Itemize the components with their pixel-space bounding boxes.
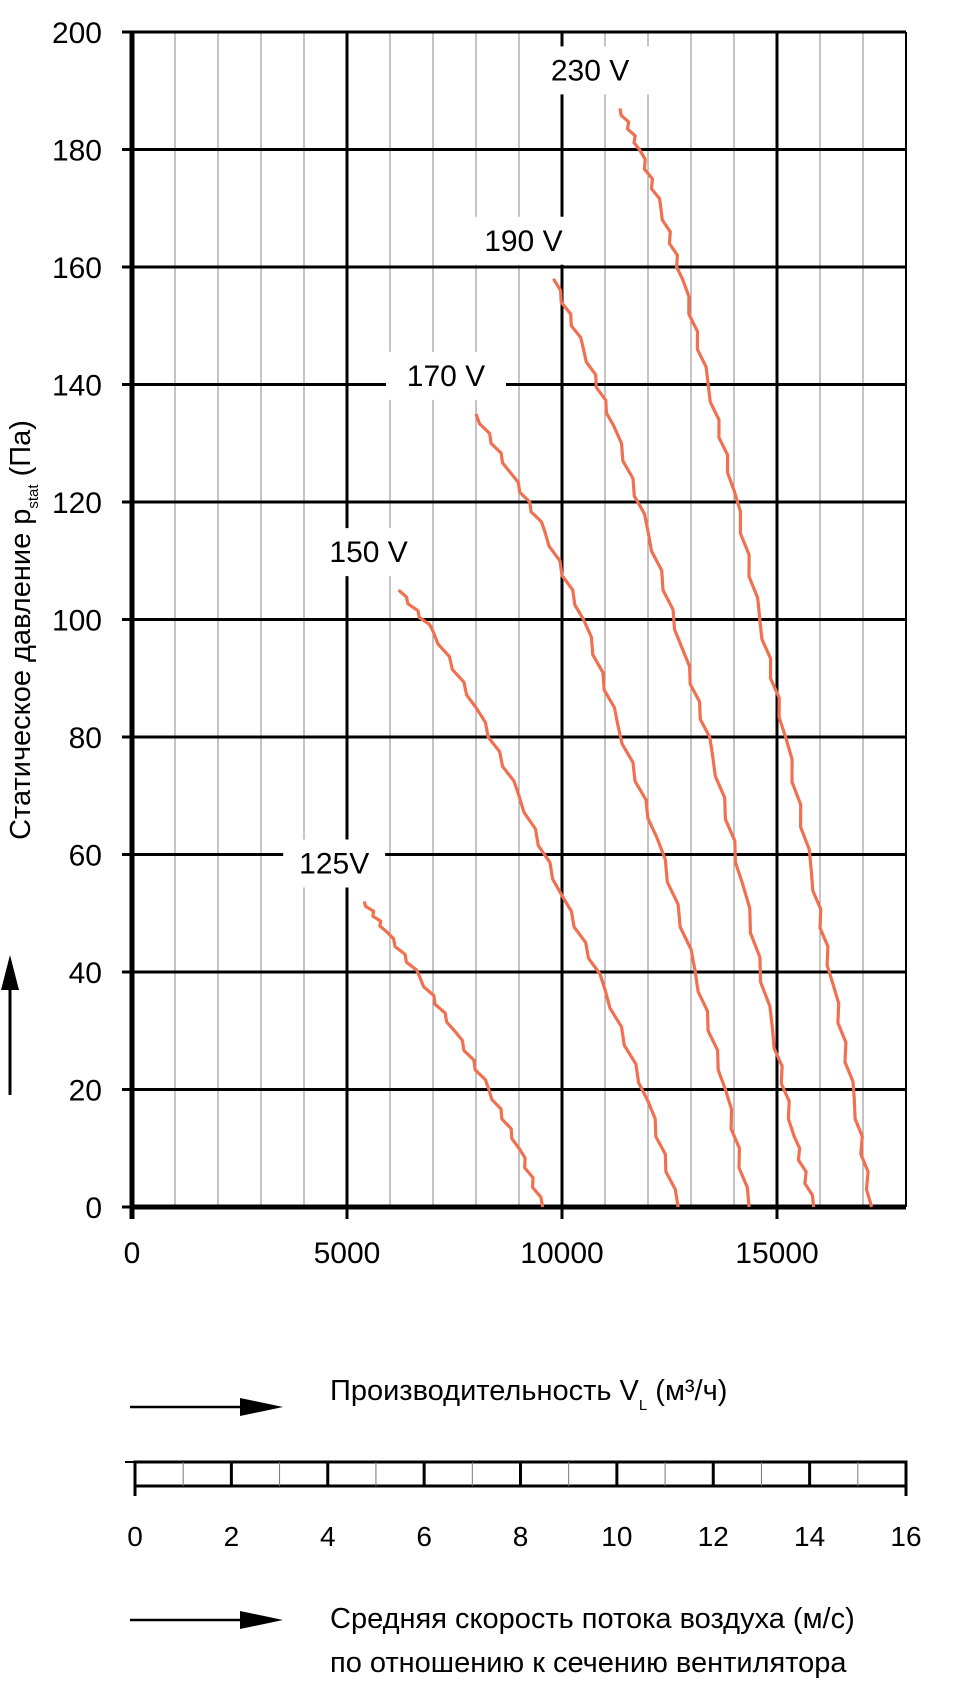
x-axis-arrow xyxy=(130,1398,283,1416)
y-tick-label: 0 xyxy=(85,1192,102,1225)
speed-label-line2: по отношению к сечению вентилятора xyxy=(330,1647,847,1679)
x-tick-label: 10000 xyxy=(520,1237,603,1270)
speed-tick-label: 4 xyxy=(320,1521,336,1552)
y-tick-label: 60 xyxy=(69,840,102,873)
speed-tick-label: 12 xyxy=(698,1521,729,1552)
series-label: 125V xyxy=(299,848,369,881)
y-tick-label: 160 xyxy=(52,252,102,285)
series-label: 230 V xyxy=(551,54,629,87)
speed-tick-label: 8 xyxy=(513,1521,529,1552)
y-tick-label: 80 xyxy=(69,722,102,755)
y-axis-title: Статическое давление pstat (Па) xyxy=(5,420,42,840)
speed-tick-label: 16 xyxy=(890,1521,921,1552)
y-tick-labels: 0 20 40 60 80 100 120 140 160 180 200 xyxy=(52,17,102,1225)
speed-tick-label: 0 xyxy=(127,1521,143,1552)
series-line xyxy=(474,413,751,1208)
series-label: 190 V xyxy=(484,225,562,258)
speed-label-line1: Средняя скорость потока воздуха (м/с) xyxy=(330,1603,855,1635)
y-tick-label: 40 xyxy=(69,957,102,990)
series-line xyxy=(397,588,680,1208)
y-tick-label: 20 xyxy=(69,1075,102,1108)
plot-frame xyxy=(122,30,907,1219)
speed-tick-label: 6 xyxy=(416,1521,432,1552)
series-label-background xyxy=(386,351,506,400)
speed-tick-label: 10 xyxy=(601,1521,632,1552)
series-line xyxy=(618,108,874,1208)
major-grid xyxy=(132,30,906,1207)
x-tick-labels: 0 5000 10000 15000 xyxy=(124,1237,819,1270)
series-line xyxy=(552,277,816,1208)
y-tick-label: 180 xyxy=(52,135,102,168)
series-label: 170 V xyxy=(407,360,485,393)
y-tick-label: 200 xyxy=(52,17,102,50)
series-label-background xyxy=(283,839,386,888)
speed-tick-label: 2 xyxy=(224,1521,240,1552)
y-tick-label: 100 xyxy=(52,605,102,638)
x-tick-label: 5000 xyxy=(314,1237,381,1270)
series-label-background xyxy=(308,528,429,577)
series-labels: 125V 150 V 170 V 190 V 230 V xyxy=(283,46,651,888)
x-axis-title: Производительность VL (м³/ч) xyxy=(330,1375,727,1414)
speed-arrow xyxy=(130,1611,283,1629)
series-line xyxy=(362,901,545,1208)
speed-tick-label: 14 xyxy=(794,1521,825,1552)
y-tick-label: 120 xyxy=(52,487,102,520)
x-tick-label: 0 xyxy=(124,1237,141,1270)
series-label-background xyxy=(530,46,651,95)
x-tick-label: 15000 xyxy=(735,1237,818,1270)
y-tick-label: 140 xyxy=(52,370,102,403)
y-axis-arrow xyxy=(1,955,19,1095)
series-label: 150 V xyxy=(329,536,407,569)
speed-tick-labels: 0 2 4 6 8 10 12 14 16 xyxy=(127,1521,921,1552)
air-speed-scale xyxy=(125,1460,908,1496)
series-label-background xyxy=(463,216,584,265)
series-lines xyxy=(362,108,874,1208)
